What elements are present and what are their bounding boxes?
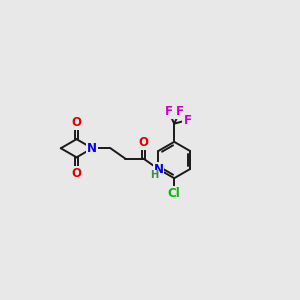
- Text: F: F: [183, 114, 191, 127]
- Text: Cl: Cl: [168, 187, 181, 200]
- Text: H: H: [150, 170, 158, 180]
- Text: N: N: [87, 142, 97, 155]
- Text: F: F: [164, 105, 172, 118]
- Text: N: N: [154, 163, 164, 176]
- Text: O: O: [139, 136, 148, 149]
- Text: O: O: [72, 116, 82, 129]
- Text: F: F: [176, 105, 184, 118]
- Text: O: O: [72, 167, 82, 180]
